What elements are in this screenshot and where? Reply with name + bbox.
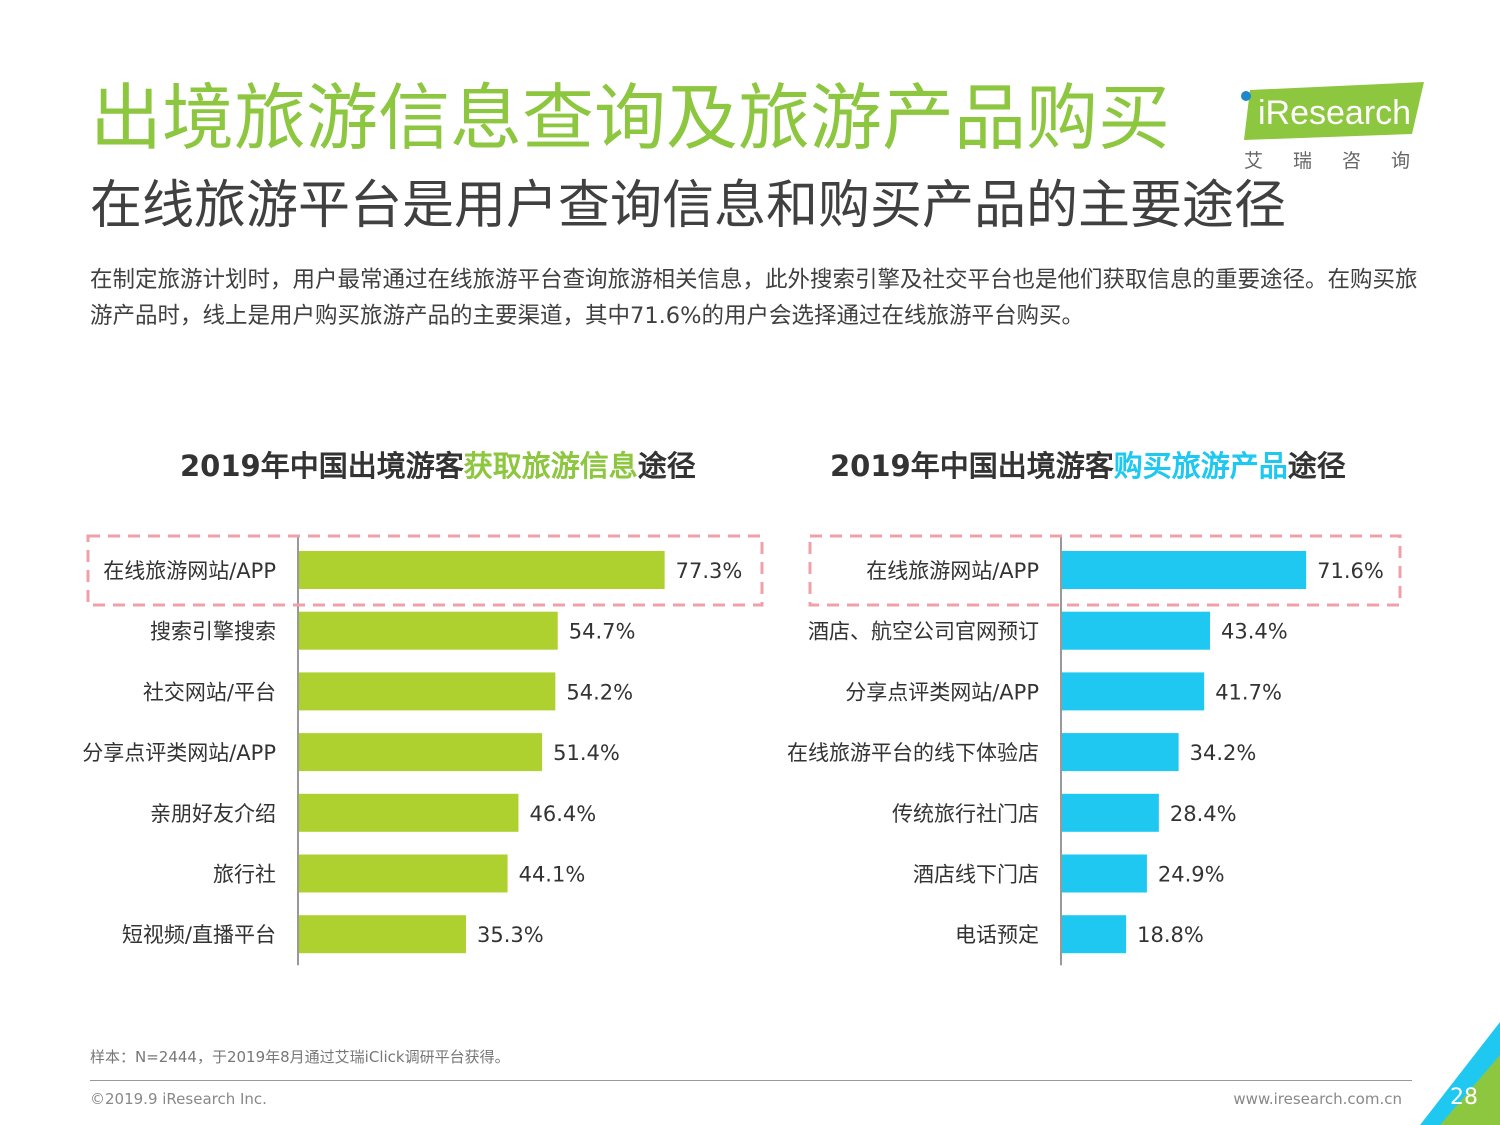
page-description: 在制定旅游计划时，用户最常通过在线旅游平台查询旅游相关信息，此外搜索引擎及社交平… [90,267,1418,329]
left-value-label: 77.3% [676,559,743,583]
right-value-label: 28.4% [1170,802,1237,826]
left-value-label: 46.4% [529,802,596,826]
right-bar [1062,672,1205,711]
right-category-label: 酒店线下门店 [913,863,1039,887]
right-bar [1062,551,1307,589]
right-chart-title-part1: 2019年中国出境游客 [830,449,1114,483]
left-category-label: 旅行社 [213,863,276,887]
left-value-label: 35.3% [477,923,544,947]
right-value-label: 34.2% [1190,741,1257,765]
logo-brand-text: iResearch [1258,94,1411,132]
right-bar [1062,793,1159,832]
copyright: ©2019.9 iResearch Inc. [90,1090,267,1108]
right-chart-title: 2019年中国出境游客购买旅游产品途径 [830,443,1346,485]
right-category-label: 电话预定 [955,923,1039,947]
left-chart-title-highlight: 获取旅游信息 [463,449,638,483]
right-bar [1062,915,1127,954]
right-category-label: 酒店、航空公司官网预订 [808,620,1039,644]
right-bar [1062,854,1147,893]
right-category-label: 在线旅游平台的线下体验店 [787,741,1039,765]
left-bar [299,611,558,650]
left-chart-title-part3: 途径 [637,449,696,483]
sample-note: 样本：N=2444，于2019年8月通过艾瑞iClick调研平台获得。 [90,1048,510,1066]
footer-divider [90,1080,1412,1081]
left-bar [299,551,665,589]
left-value-label: 51.4% [553,741,620,765]
right-value-label: 43.4% [1221,620,1288,644]
page-title: 出境旅游信息查询及旅游产品购买 [90,76,1171,160]
right-category-label: 在线旅游网站/APP [866,559,1039,583]
website-url: www.iresearch.com.cn [1233,1090,1402,1108]
right-value-label: 41.7% [1215,680,1282,704]
left-category-label: 在线旅游网站/APP [103,559,276,583]
left-category-label: 短视频/直播平台 [122,923,276,947]
right-chart-title-highlight: 购买旅游产品 [1113,449,1288,483]
page-number: 28 [1450,1085,1478,1110]
right-bar [1062,611,1210,650]
logo-subtext: 艾瑞咨询 [1244,150,1441,172]
left-value-label: 54.7% [569,620,636,644]
iresearch-logo: iResearch 艾瑞咨询 [1236,82,1426,172]
left-bar [299,733,543,772]
left-bar [299,793,519,832]
right-chart-title-part3: 途径 [1287,449,1346,483]
left-category-label: 分享点评类网站/APP [82,741,276,765]
right-value-label: 24.9% [1158,863,1225,887]
right-highlight-box [808,534,1402,607]
right-bar [1062,733,1179,772]
left-category-label: 搜索引擎搜索 [150,620,276,644]
left-category-label: 亲朋好友介绍 [150,802,276,826]
right-value-label: 71.6% [1317,559,1384,583]
left-category-label: 社交网站/平台 [143,680,276,704]
left-value-label: 54.2% [566,680,633,704]
right-value-label: 18.8% [1137,923,1204,947]
left-bar [299,915,466,954]
right-category-label: 分享点评类网站/APP [845,680,1039,704]
page-subtitle: 在线旅游平台是用户查询信息和购买产品的主要途径 [90,176,1287,236]
logo-badge-icon: iResearch [1241,82,1424,140]
left-chart-title: 2019年中国出境游客获取旅游信息途径 [180,443,696,485]
left-chart-title-part1: 2019年中国出境游客 [180,449,464,483]
right-category-label: 传统旅行社门店 [892,802,1039,826]
left-value-label: 44.1% [519,863,586,887]
left-highlight-box [86,534,764,607]
left-bar [299,672,556,711]
left-bar [299,854,508,893]
